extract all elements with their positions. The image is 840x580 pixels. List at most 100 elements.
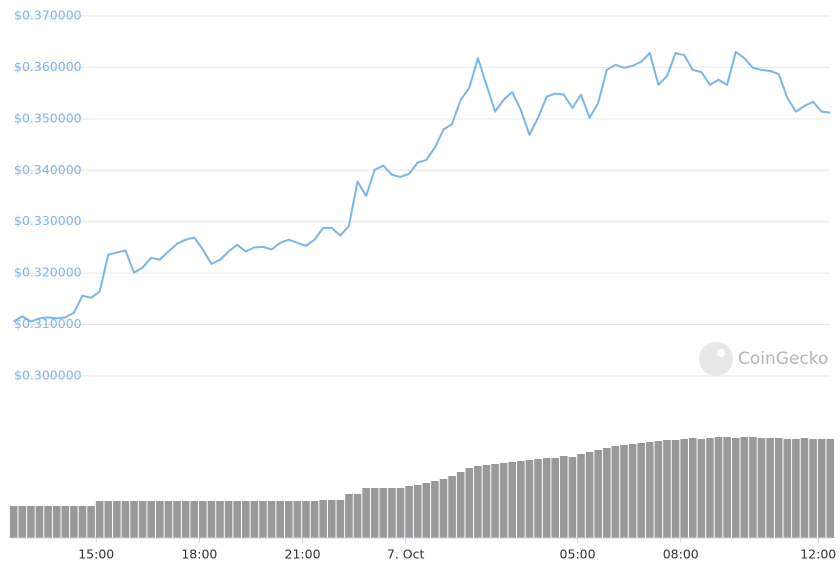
volume-bar: [594, 450, 603, 538]
y-tick-label: $0.370000: [14, 7, 82, 22]
x-tick-label: 21:00: [285, 547, 321, 562]
volume-bar: [525, 460, 534, 538]
volume-bar: [18, 506, 27, 538]
volume-bar: [233, 501, 241, 538]
volume-bar: [740, 437, 749, 538]
volume-bar: [413, 485, 422, 538]
volume-bar: [688, 438, 697, 538]
x-tick-label: 05:00: [560, 547, 596, 562]
volume-bar: [396, 488, 405, 538]
volume-bar: [87, 506, 95, 538]
volume-bar: [800, 438, 809, 538]
volume-bar: [757, 438, 766, 538]
volume-bar: [241, 501, 250, 538]
volume-bar: [671, 440, 680, 538]
volume-bar: [534, 459, 542, 538]
volume-bar: [706, 438, 714, 538]
volume-bar: [491, 464, 499, 538]
volume-bar: [517, 461, 525, 538]
volume-bar: [267, 501, 276, 538]
volume-bar: [542, 458, 551, 538]
volume-bar: [362, 488, 370, 538]
x-tick-label: 08:00: [663, 547, 699, 562]
volume-bar: [826, 439, 835, 538]
volume-bar: [130, 501, 138, 538]
volume-bar: [551, 458, 560, 538]
volume-bar: [817, 439, 826, 538]
x-tick-label: 7. Oct: [387, 547, 425, 562]
volume-bar: [422, 483, 431, 538]
volume-bar: [508, 462, 517, 538]
y-tick-label: $0.350000: [14, 110, 82, 125]
volume-bar: [104, 501, 113, 538]
volume-bar: [138, 501, 147, 538]
volume-bar: [113, 501, 121, 538]
volume-bar: [121, 501, 130, 538]
volume-bar: [173, 501, 181, 538]
x-tick-label: 12:00: [800, 547, 836, 562]
volume-bar: [448, 476, 456, 538]
volume-bar: [654, 441, 663, 538]
volume-bar: [405, 486, 413, 538]
volume-bar: [809, 439, 817, 538]
volume-bar: [628, 444, 637, 538]
y-tick-label: $0.310000: [14, 316, 82, 331]
x-tick-label: 18:00: [181, 547, 217, 562]
volume-bar: [52, 506, 61, 538]
volume-bar: [353, 494, 362, 538]
volume-bar: [439, 479, 448, 538]
volume-bar: [9, 506, 18, 538]
volume-bar: [319, 500, 327, 538]
y-tick-label: $0.360000: [14, 59, 82, 74]
y-tick-label: $0.340000: [14, 162, 82, 177]
volume-bar: [577, 454, 585, 538]
watermark: CoinGecko: [738, 349, 828, 369]
volume-bar: [370, 488, 379, 538]
volume-bar: [224, 501, 233, 538]
volume-bar: [783, 439, 792, 538]
volume-bar: [680, 439, 688, 538]
volume-bar: [27, 506, 35, 538]
volume-bar: [276, 501, 284, 538]
volume-bar: [620, 445, 628, 538]
volume-bar: [714, 437, 723, 538]
volume-bar: [499, 463, 508, 538]
volume-bar: [645, 442, 654, 538]
volume-bar: [731, 438, 740, 538]
volume-bar: [637, 443, 645, 538]
volume-bar: [207, 501, 216, 538]
volume-bar: [259, 501, 267, 538]
y-tick-label: $0.320000: [14, 265, 82, 280]
price-line: [13, 50, 831, 323]
volume-bar: [388, 488, 396, 538]
volume-bar: [697, 439, 706, 538]
volume-bar: [284, 501, 293, 538]
volume-bar: [336, 500, 345, 538]
volume-bar: [456, 472, 465, 538]
volume-bar: [465, 468, 474, 538]
volume-bar: [663, 440, 671, 538]
volume-bar: [379, 488, 388, 538]
volume-bar: [199, 501, 207, 538]
volume-bar: [310, 501, 319, 538]
volume-bar: [293, 501, 302, 538]
volume-bar: [61, 506, 70, 538]
volume-bar: [216, 501, 224, 538]
volume-bar: [723, 437, 731, 538]
volume-bar: [327, 500, 336, 538]
volume-bar: [35, 506, 44, 538]
logo-eye: [717, 349, 725, 357]
volume-bar: [482, 465, 491, 538]
volume-bar: [164, 501, 173, 538]
volume-bar: [345, 494, 353, 538]
volume-bar: [250, 501, 259, 538]
volume-bar: [156, 501, 164, 538]
volume-bar: [78, 506, 87, 538]
volume-bar: [792, 439, 800, 538]
y-tick-label: $0.330000: [14, 213, 82, 228]
volume-bar: [603, 448, 611, 538]
volume-bar: [568, 457, 577, 538]
volume-bar: [474, 466, 482, 538]
